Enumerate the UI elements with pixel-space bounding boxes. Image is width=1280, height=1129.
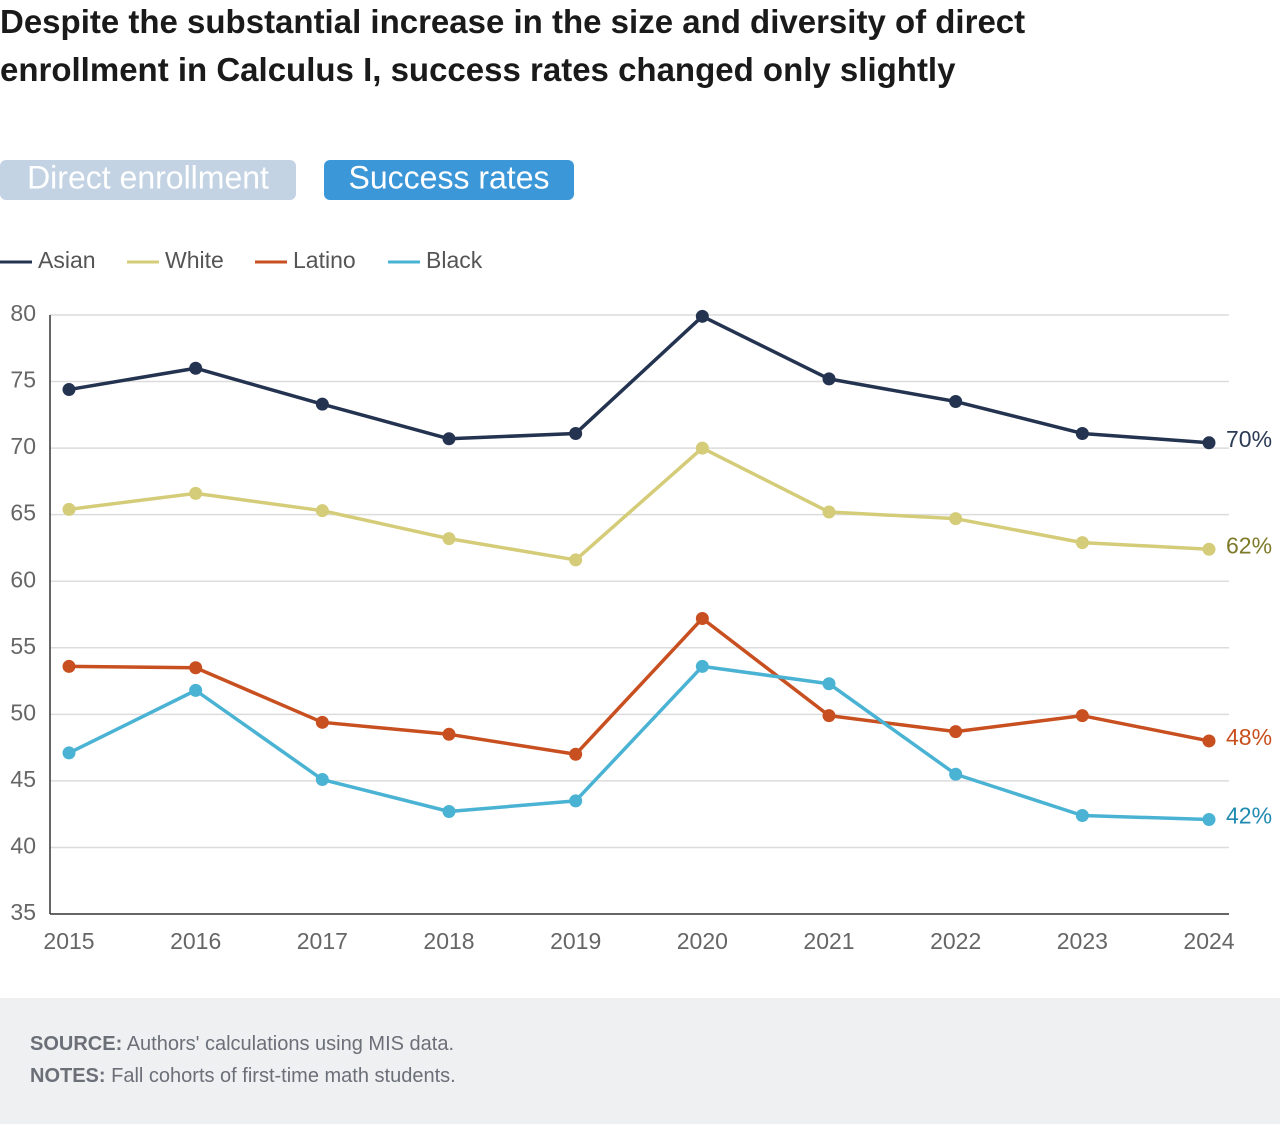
data-point: [949, 767, 963, 781]
data-point: [442, 805, 456, 819]
data-point: [1075, 426, 1089, 440]
y-tick-label: 75: [10, 367, 36, 393]
series-line: [68, 616, 1210, 757]
notes-text: Fall cohorts of first-time math students…: [111, 1065, 456, 1087]
data-point: [189, 661, 203, 675]
x-tick-label: 2018: [423, 928, 474, 954]
notes-label: NOTES:: [30, 1065, 106, 1087]
series-line: [68, 664, 1210, 822]
tab-label[interactable]: Success rates: [349, 159, 550, 195]
x-tick-label: 2016: [170, 928, 221, 954]
source-text: Authors' calculations using MIS data.: [127, 1033, 454, 1055]
data-point: [1202, 734, 1216, 748]
data-point: [822, 677, 836, 691]
y-tick-label: 50: [10, 699, 36, 725]
y-tick-label: 80: [10, 300, 36, 326]
data-point: [1075, 808, 1089, 822]
data-point: [822, 372, 836, 386]
data-point: [1202, 812, 1216, 826]
data-point: [62, 746, 76, 760]
end-label: 42%: [1226, 803, 1272, 829]
x-tick-label: 2024: [1183, 928, 1234, 954]
data-point: [822, 505, 836, 519]
footer-bg: [0, 998, 1280, 1124]
end-label: 48%: [1226, 724, 1272, 750]
data-point: [1202, 542, 1216, 556]
data-point: [442, 727, 456, 741]
legend-label: Black: [426, 247, 483, 273]
legend-label: Asian: [38, 247, 96, 273]
data-point: [695, 611, 709, 625]
data-point: [1075, 709, 1089, 723]
tab-button[interactable]: [0, 160, 296, 200]
data-point: [315, 504, 329, 518]
x-tick-label: 2015: [43, 928, 94, 954]
data-point: [315, 715, 329, 729]
data-point: [695, 441, 709, 455]
data-point: [569, 426, 583, 440]
y-tick-label: 35: [10, 899, 36, 925]
tab-button[interactable]: [324, 160, 574, 200]
source: SOURCE: Authors' calculations using MIS …: [30, 1033, 454, 1055]
data-point: [189, 361, 203, 375]
data-point: [62, 383, 76, 397]
notes: NOTES: Fall cohorts of first-time math s…: [30, 1065, 456, 1087]
x-tick-label: 2023: [1057, 928, 1108, 954]
source-label: SOURCE:: [30, 1033, 122, 1055]
y-tick-label: 45: [10, 766, 36, 792]
data-point: [949, 512, 963, 526]
data-point: [695, 659, 709, 673]
series-line: [68, 446, 1210, 562]
data-point: [949, 725, 963, 739]
chart-title: Despite the substantial increase in the …: [0, 3, 1025, 88]
data-point: [1202, 436, 1216, 450]
data-point: [569, 747, 583, 761]
data-point: [949, 395, 963, 409]
data-point: [189, 486, 203, 500]
end-label: 70%: [1226, 426, 1272, 452]
x-tick-label: 2019: [550, 928, 601, 954]
x-tick-label: 2021: [803, 928, 854, 954]
y-tick-label: 55: [10, 633, 36, 659]
data-point: [442, 432, 456, 446]
data-point: [315, 397, 329, 411]
series-line: [68, 314, 1210, 445]
y-tick-label: 70: [10, 433, 36, 459]
data-point: [695, 309, 709, 323]
data-point: [62, 502, 76, 516]
legend-label: White: [165, 247, 224, 273]
data-point: [315, 773, 329, 787]
end-label: 62%: [1226, 532, 1272, 558]
x-tick-label: 2022: [930, 928, 981, 954]
legend-label: Latino: [293, 247, 356, 273]
y-tick-label: 40: [10, 833, 36, 859]
data-point: [569, 794, 583, 808]
x-tick-label: 2020: [677, 928, 728, 954]
data-point: [1075, 536, 1089, 550]
data-point: [569, 553, 583, 567]
tab-label[interactable]: Direct enrollment: [27, 159, 269, 195]
data-point: [62, 659, 76, 673]
x-tick-label: 2017: [297, 928, 348, 954]
data-point: [189, 683, 203, 697]
data-point: [442, 532, 456, 546]
y-tick-label: 60: [10, 566, 36, 592]
y-tick-label: 65: [10, 500, 36, 526]
data-point: [822, 709, 836, 723]
